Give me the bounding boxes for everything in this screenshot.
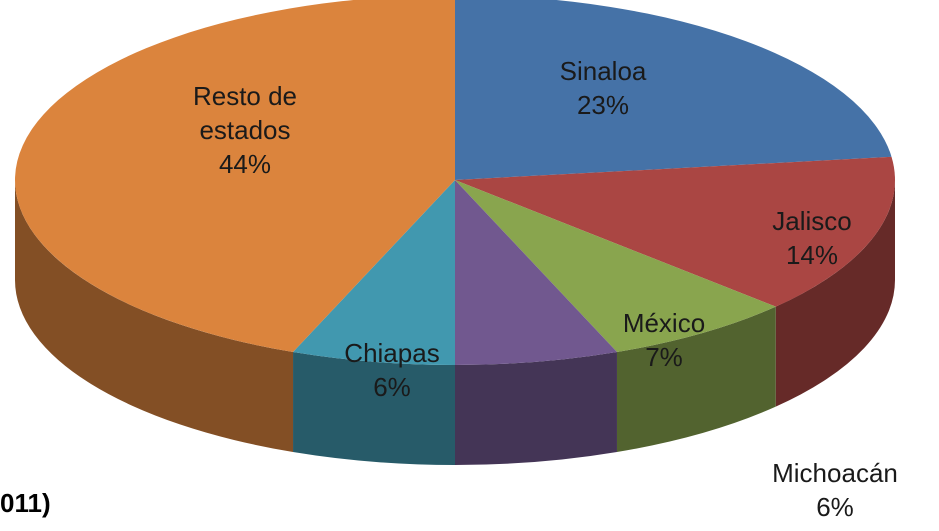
slice-label: Sinaloa 23% [518,54,688,122]
category-label: Chiapas [344,338,440,368]
pie-slice [455,180,776,353]
value-label: 7% [645,342,683,372]
value-label: 6% [373,372,411,402]
pie-slice [15,0,455,353]
pie-slice-side [455,352,617,465]
value-label: 14% [785,240,839,270]
category-label: Michoacán [772,458,898,488]
pie-slice [293,180,455,365]
pie-slice [455,180,617,365]
category-label: Jalisco [772,206,852,236]
slice-label: Michoacán 6% [750,456,920,524]
pie-slice-side [775,180,895,407]
note: 011) [0,488,51,518]
pie-slice-side [15,180,294,453]
slice-label: Jalisco 14% [727,204,897,272]
value-label: 6% [816,492,854,522]
slice-label: Resto de estados 44% [160,79,330,181]
slice-label: México 7% [579,306,749,374]
category-label: México [622,308,706,338]
category-label: Sinaloa [559,56,647,86]
slice-label: Chiapas 6% [307,336,477,404]
pie-slice-side [293,352,455,465]
value-label: 44% [218,149,272,179]
pie-slice-side [616,306,776,453]
pie-slice [455,156,895,307]
category-label: Resto de estados [192,81,298,145]
pie-slice [455,0,892,180]
value-label: 23% [576,90,630,120]
